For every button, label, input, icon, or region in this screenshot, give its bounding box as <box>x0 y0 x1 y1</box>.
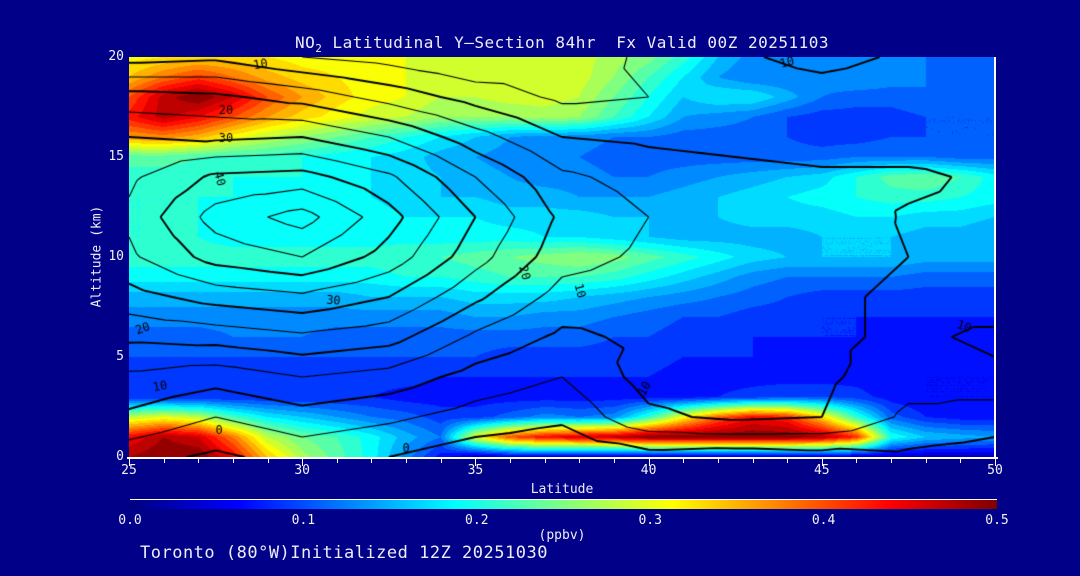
x-minor-tick <box>613 459 615 463</box>
x-minor-tick <box>371 459 373 463</box>
x-major-tick <box>129 459 130 466</box>
x-minor-tick <box>336 459 338 463</box>
plot-title-text: Latitudinal Y–Section 84hr Fx Valid 00Z … <box>322 33 830 52</box>
x-minor-tick <box>406 459 408 463</box>
colorbar-gradient <box>130 499 997 509</box>
contour-field-canvas <box>129 57 995 457</box>
run-info-text: Toronto (80°W)Initialized 12Z 20251030 <box>140 543 548 563</box>
x-minor-tick <box>856 459 858 463</box>
x-axis-title: Latitude <box>530 482 594 497</box>
x-major-tick <box>475 459 477 466</box>
chemical-symbol-subscript: 2 <box>315 42 323 55</box>
colorbar-units-label: (ppbv) <box>538 528 586 543</box>
x-minor-tick <box>232 459 234 463</box>
x-major-tick <box>648 459 650 466</box>
colorbar-tick-label: 0.3 <box>638 513 662 528</box>
colorbar-tick-label: 0.1 <box>291 513 316 528</box>
x-minor-tick <box>891 459 893 463</box>
x-minor-tick <box>163 459 165 463</box>
y-tick-label: 0 <box>116 449 124 464</box>
x-minor-tick <box>752 459 754 463</box>
y-tick-label: 20 <box>108 49 124 64</box>
x-tick-label: 35 <box>467 463 484 478</box>
x-minor-tick <box>683 459 685 463</box>
colorbar-tick-label: 0.2 <box>465 513 489 528</box>
chemical-symbol-prefix: NO <box>294 33 316 52</box>
plot-right-border <box>994 57 996 458</box>
x-minor-tick <box>925 459 927 463</box>
x-tick-label: 30 <box>294 463 311 478</box>
x-major-tick <box>995 459 996 466</box>
y-tick-label: 10 <box>108 249 124 264</box>
x-minor-tick <box>440 459 442 463</box>
x-major-tick <box>302 459 304 466</box>
x-minor-tick <box>198 459 200 463</box>
x-tick-label: 25 <box>121 463 137 478</box>
x-minor-tick <box>579 459 581 463</box>
x-major-tick <box>821 459 823 466</box>
colorbar-tick-label: 0.5 <box>985 513 1009 528</box>
x-minor-tick <box>717 459 719 463</box>
x-minor-tick <box>960 459 962 463</box>
colorbar: 0.0 0.1 0.2 0.3 0.4 0.5 <box>118 499 1009 528</box>
x-axis-line <box>127 457 998 459</box>
x-minor-tick <box>267 459 269 463</box>
x-tick-label: 50 <box>987 463 1003 478</box>
y-tick-label: 15 <box>108 149 124 164</box>
y-tick-label: 5 <box>116 349 124 364</box>
x-tick-label: 45 <box>813 463 830 478</box>
y-axis-title: Altitude (km) <box>89 205 105 308</box>
colorbar-tick-label: 0.0 <box>118 513 142 528</box>
x-minor-tick <box>510 459 512 463</box>
x-minor-tick <box>787 459 789 463</box>
colorbar-tick-label: 0.4 <box>811 513 836 528</box>
x-tick-label: 40 <box>640 463 657 478</box>
x-minor-tick <box>544 459 546 463</box>
plot-title: NO2 Latitudinal Y–Section 84hr Fx Valid … <box>129 33 995 55</box>
